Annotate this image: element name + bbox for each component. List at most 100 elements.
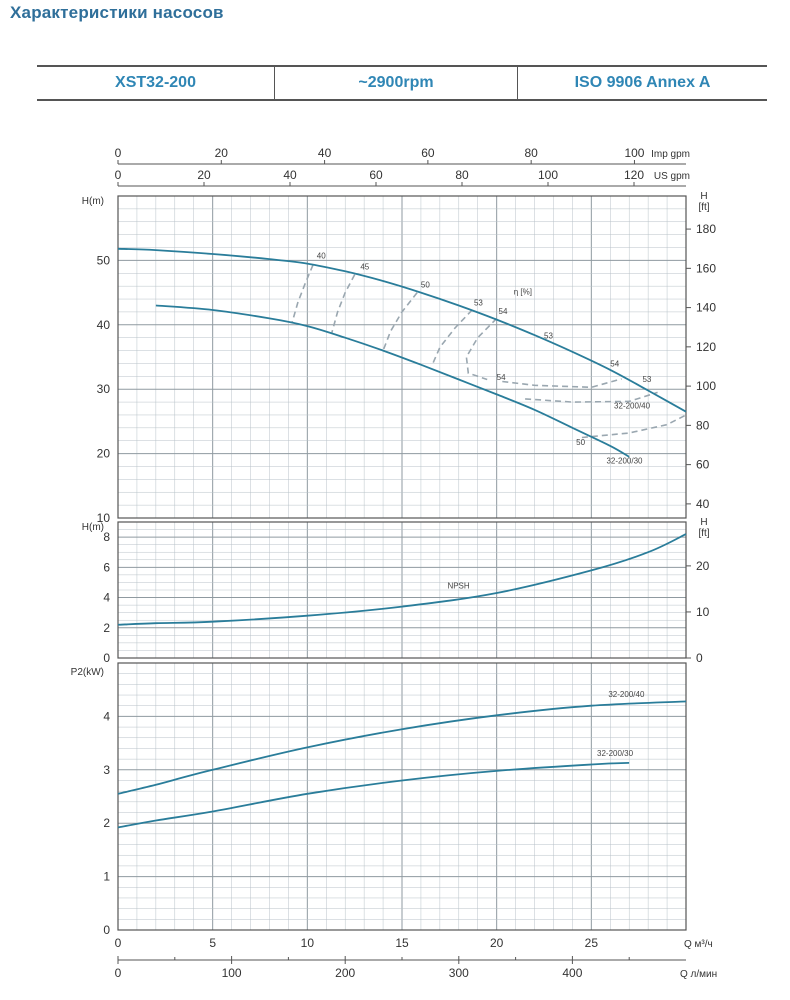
panel-frame — [117, 195, 687, 519]
right-tick-label: 160 — [696, 261, 716, 275]
y-axis-label: P2(kW) — [71, 667, 104, 678]
y-axis-label: H(m) — [82, 522, 104, 533]
x-axis-label: Q м³/ч — [684, 939, 713, 950]
x2-tick-label: 400 — [562, 966, 582, 980]
top-tick-label: 100 — [538, 168, 558, 182]
curve-label: 32-200/30 — [597, 749, 634, 758]
right-tick-label: 140 — [696, 301, 716, 315]
y-tick-label: 1 — [103, 870, 110, 884]
efficiency-curve — [525, 391, 658, 403]
y-tick-label: 4 — [103, 709, 110, 723]
y-tick-label: 4 — [103, 591, 110, 605]
efficiency-curve — [291, 264, 314, 323]
x-tick-label: 25 — [585, 936, 599, 950]
efficiency-curve — [502, 378, 622, 389]
panel-npsh — [117, 521, 691, 659]
curve-32-200-30 — [117, 762, 630, 829]
curve-label: η [%] — [514, 288, 532, 297]
efficiency-curve — [431, 309, 473, 366]
right-tick-label: 0 — [696, 651, 703, 665]
top-tick-label: 60 — [421, 146, 435, 160]
curve-label: 54 — [610, 360, 619, 369]
x-tick-label: 10 — [301, 936, 315, 950]
y-tick-label: 50 — [97, 253, 111, 267]
y-tick-label: 10 — [97, 511, 111, 525]
top-tick-label: 40 — [318, 146, 332, 160]
curve-label: 50 — [421, 280, 430, 289]
right-tick-label: 100 — [696, 379, 716, 393]
right-tick-label: 180 — [696, 222, 716, 236]
x2-tick-label: 0 — [115, 966, 122, 980]
panel-power — [117, 662, 687, 931]
curve-label: 32-200/30 — [606, 456, 643, 465]
efficiency-curve — [331, 274, 356, 333]
y-tick-label: 3 — [103, 763, 110, 777]
top-tick-label: 20 — [215, 146, 229, 160]
y-tick-label: 0 — [103, 923, 110, 937]
curve-label: 54 — [499, 307, 508, 316]
y-tick-label: 8 — [103, 530, 110, 544]
x-tick-label: 15 — [395, 936, 409, 950]
y-tick-label: 2 — [103, 816, 110, 830]
right-axis-label: H — [700, 191, 707, 202]
panel-frame — [117, 662, 687, 931]
top-tick-label: 80 — [524, 146, 538, 160]
curve-label: 32-200/40 — [608, 690, 645, 699]
top-tick-label: 120 — [624, 168, 644, 182]
y-axis-label: H(m) — [82, 196, 104, 207]
curve-label: 40 — [317, 251, 326, 260]
x-tick-label: 0 — [115, 936, 122, 950]
header-speed: ~2900rpm — [275, 67, 518, 99]
top-tick-label: 40 — [283, 168, 297, 182]
x-tick-label: 20 — [490, 936, 504, 950]
curve-label: 54 — [497, 373, 506, 382]
curve-label: NPSH — [447, 581, 469, 590]
top-tick-label: 60 — [369, 168, 383, 182]
curve-label: 45 — [360, 262, 369, 271]
y-tick-label: 2 — [103, 621, 110, 635]
efficiency-curve — [465, 317, 498, 381]
y-tick-label: 30 — [97, 382, 111, 396]
y-tick-label: 20 — [97, 447, 111, 461]
top-tick-label: 0 — [115, 146, 122, 160]
efficiency-curve — [581, 414, 687, 439]
right-axis-label: H — [700, 517, 707, 528]
top-tick-label: 100 — [624, 146, 644, 160]
right-axis-unit: [ft] — [698, 528, 709, 539]
top-tick-label: 80 — [455, 168, 469, 182]
right-tick-label: 60 — [696, 458, 710, 472]
top-axis-label: US gpm — [654, 171, 690, 182]
x-tick-label: 5 — [209, 936, 216, 950]
curve-label: 50 — [576, 438, 585, 447]
curve-32-200-40 — [117, 247, 687, 413]
panel-head — [117, 195, 691, 519]
right-tick-label: 40 — [696, 497, 710, 511]
curve-label: 53 — [544, 331, 553, 340]
curve-label: 53 — [642, 375, 651, 384]
right-tick-label: 120 — [696, 340, 716, 354]
header-table: XST32-200 ~2900rpm ISO 9906 Annex A — [37, 65, 767, 101]
x2-tick-label: 200 — [335, 966, 355, 980]
y-tick-label: 6 — [103, 560, 110, 574]
y-tick-label: 40 — [97, 318, 111, 332]
curve-32-200-40 — [117, 700, 687, 795]
efficiency-curve — [382, 292, 418, 351]
top-axis-label: Imp gpm — [651, 149, 690, 160]
right-tick-label: 80 — [696, 418, 710, 432]
curve-label: 32-200/40 — [614, 402, 651, 411]
panel-frame — [117, 521, 687, 659]
x2-tick-label: 100 — [222, 966, 242, 980]
x2-axis-label: Q л/мин — [680, 969, 717, 980]
header-standard: ISO 9906 Annex A — [574, 74, 711, 91]
curve-npsh — [117, 533, 687, 626]
curve-32-200-30 — [155, 304, 630, 458]
top-tick-label: 0 — [115, 168, 122, 182]
right-tick-label: 20 — [696, 559, 710, 573]
top-tick-label: 20 — [197, 168, 211, 182]
right-axis-unit: [ft] — [698, 202, 709, 213]
y-tick-label: 0 — [103, 651, 110, 665]
page-title: Характеристики насосов — [10, 3, 224, 22]
header-model: XST32-200 — [37, 67, 275, 99]
curve-label: 53 — [474, 298, 483, 307]
